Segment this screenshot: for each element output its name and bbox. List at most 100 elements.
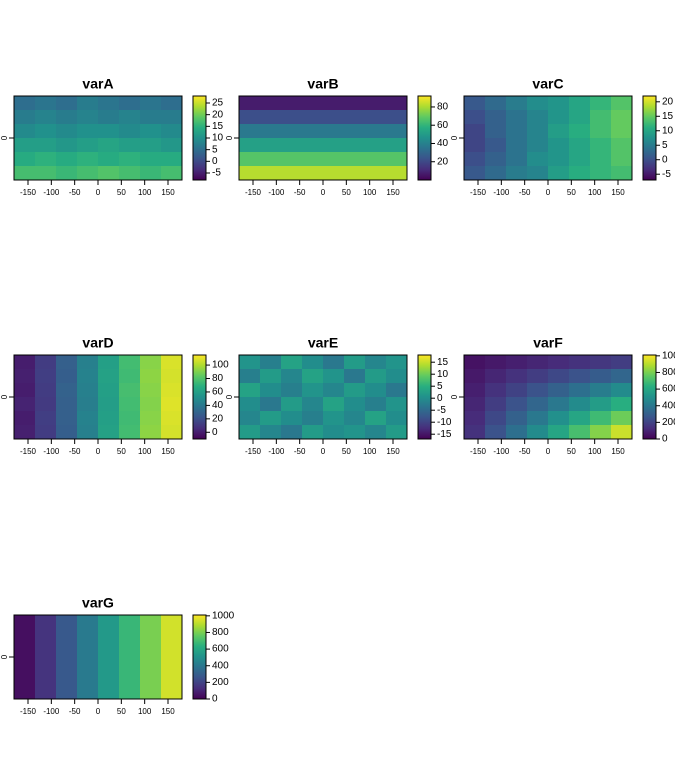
cell xyxy=(323,425,345,440)
cell xyxy=(140,615,162,630)
cell xyxy=(119,657,141,672)
cell xyxy=(239,138,261,153)
cell xyxy=(386,152,408,167)
cell xyxy=(77,411,99,426)
cell xyxy=(485,355,507,370)
cell xyxy=(260,124,282,139)
cell xyxy=(98,411,120,426)
cell xyxy=(14,397,36,412)
cell xyxy=(77,629,99,644)
cell xyxy=(569,96,591,111)
cell xyxy=(239,425,261,440)
colorbar-tick-label: 100 xyxy=(212,360,229,371)
cell xyxy=(161,629,183,644)
cell xyxy=(77,124,99,139)
cell xyxy=(548,383,570,398)
cell xyxy=(14,643,36,658)
cell xyxy=(485,383,507,398)
x-tick-label: -100 xyxy=(493,188,510,197)
colorbar-tick-label: 5 xyxy=(212,144,218,155)
cell xyxy=(77,152,99,167)
cell xyxy=(14,615,36,630)
cell xyxy=(35,411,57,426)
colorbar xyxy=(417,354,432,440)
cell xyxy=(611,138,633,153)
cell xyxy=(14,657,36,672)
cell xyxy=(323,397,345,412)
cell xyxy=(302,397,324,412)
cell xyxy=(527,110,549,125)
colorbar-tick-label: 400 xyxy=(662,400,675,411)
cell xyxy=(365,152,387,167)
cell xyxy=(119,615,141,630)
colorbar xyxy=(192,354,207,440)
cell xyxy=(35,629,57,644)
cell xyxy=(323,110,345,125)
colorbar-tick-label: 20 xyxy=(662,96,674,107)
cell xyxy=(161,110,183,125)
cell xyxy=(98,152,120,167)
cell xyxy=(302,110,324,125)
cell xyxy=(548,110,570,125)
cell xyxy=(98,671,120,686)
cell xyxy=(464,152,486,167)
cell xyxy=(161,124,183,139)
cell xyxy=(14,96,36,111)
colorbar-tick-label: 800 xyxy=(212,627,229,638)
x-tick-label: 0 xyxy=(546,447,551,456)
cell xyxy=(56,369,78,384)
cell xyxy=(98,629,120,644)
cell xyxy=(527,166,549,181)
cell xyxy=(506,397,528,412)
x-tick-label: -100 xyxy=(493,447,510,456)
cell xyxy=(35,397,57,412)
cell xyxy=(77,138,99,153)
colorbar xyxy=(642,354,657,440)
cell xyxy=(260,138,282,153)
cell xyxy=(140,657,162,672)
cell xyxy=(35,152,57,167)
cell xyxy=(323,383,345,398)
cell xyxy=(14,671,36,686)
cell xyxy=(506,166,528,181)
cell xyxy=(590,355,612,370)
cell xyxy=(527,124,549,139)
colorbar-tick-label: 25 xyxy=(212,98,224,109)
cell xyxy=(506,411,528,426)
y-tick-label: 0 xyxy=(0,135,9,140)
x-tick-label: -150 xyxy=(20,707,37,716)
colorbar-tick-label: 0 xyxy=(437,393,443,404)
x-tick-label: 0 xyxy=(321,188,326,197)
cell xyxy=(506,369,528,384)
cell xyxy=(485,166,507,181)
cell xyxy=(386,96,408,111)
x-tick-label: 0 xyxy=(96,707,101,716)
cell xyxy=(161,138,183,153)
cell xyxy=(344,425,366,440)
cell xyxy=(14,685,36,700)
x-tick-label: 100 xyxy=(138,188,152,197)
cell xyxy=(14,355,36,370)
cell xyxy=(302,166,324,181)
cell xyxy=(77,685,99,700)
cell xyxy=(260,152,282,167)
cell xyxy=(548,166,570,181)
cell xyxy=(569,152,591,167)
cell xyxy=(506,110,528,125)
cell xyxy=(260,166,282,181)
cell xyxy=(239,383,261,398)
cell xyxy=(239,355,261,370)
cell xyxy=(506,425,528,440)
cell xyxy=(161,411,183,426)
cell xyxy=(98,96,120,111)
cell xyxy=(161,671,183,686)
cell xyxy=(119,671,141,686)
cell xyxy=(77,355,99,370)
cell xyxy=(239,124,261,139)
y-tick-label: 0 xyxy=(450,394,459,399)
cell xyxy=(281,425,303,440)
colorbar-tick-label: 5 xyxy=(437,381,443,392)
x-tick-label: -150 xyxy=(470,447,487,456)
